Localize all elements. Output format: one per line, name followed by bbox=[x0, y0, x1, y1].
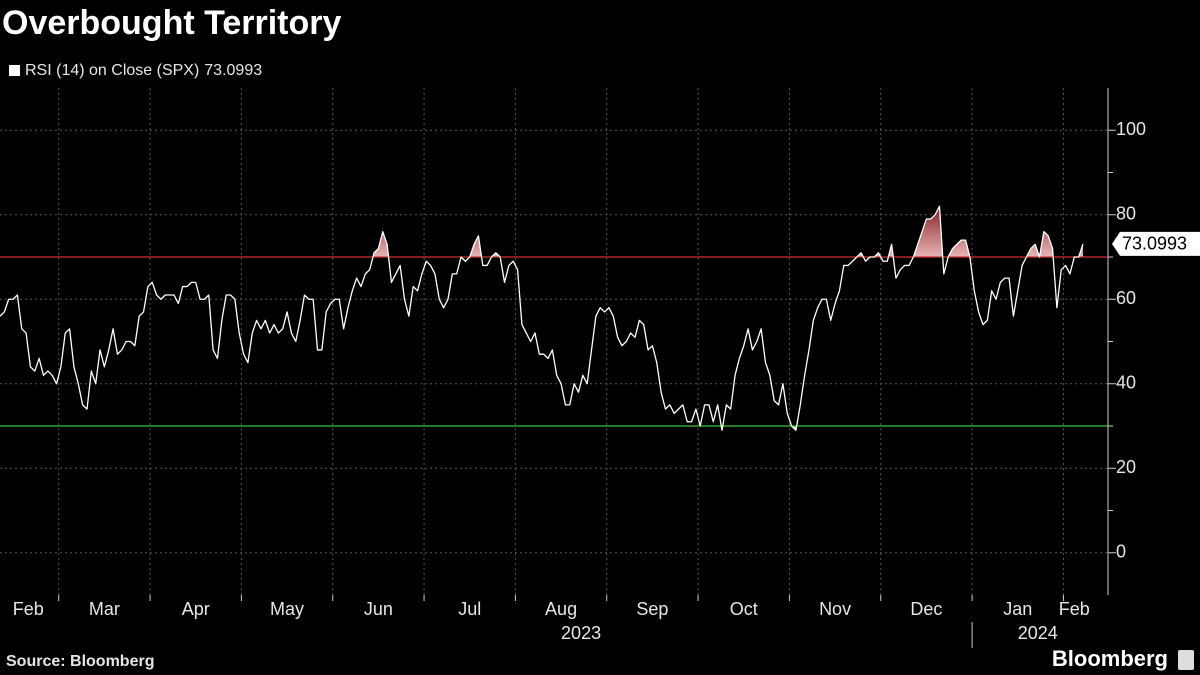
legend-value: 73.0993 bbox=[204, 62, 262, 79]
x-tick-label: Apr bbox=[182, 599, 210, 619]
legend-label: RSI (14) on Close (SPX) bbox=[25, 62, 199, 79]
y-tick-label: 40 bbox=[1116, 373, 1136, 393]
legend-swatch bbox=[9, 65, 20, 76]
x-tick-label: Aug bbox=[545, 599, 577, 619]
x-tick-label: Jul bbox=[458, 599, 481, 619]
x-tick-label: Mar bbox=[89, 599, 120, 619]
rsi-line bbox=[0, 205, 1084, 431]
x-tick-label: Oct bbox=[730, 599, 758, 619]
y-tick-label: 100 bbox=[1116, 119, 1146, 139]
x-tick-label: Feb bbox=[13, 599, 44, 619]
x-tick-label: Jan bbox=[1003, 599, 1032, 619]
x-tick-label: Feb bbox=[1059, 599, 1090, 619]
chart-title: Overbought Territory bbox=[2, 4, 341, 42]
x-tick-label: Sep bbox=[636, 599, 668, 619]
logo: Bloomberg bbox=[1052, 646, 1168, 671]
y-tick-label: 20 bbox=[1116, 457, 1136, 477]
year-label: 2024 bbox=[1018, 623, 1058, 643]
value-tag bbox=[1112, 231, 1200, 256]
x-tick-label: Jun bbox=[364, 599, 393, 619]
overbought-area bbox=[0, 206, 1083, 257]
year-label: 2023 bbox=[561, 623, 601, 643]
logo-icon bbox=[1178, 650, 1194, 670]
x-tick-label: Nov bbox=[819, 599, 851, 619]
source: Source: Bloomberg bbox=[6, 653, 154, 670]
y-tick-label: 60 bbox=[1116, 288, 1136, 308]
x-tick-label: May bbox=[270, 599, 304, 619]
x-tick-label: Dec bbox=[910, 599, 942, 619]
value-tag-label: 73.0993 bbox=[1122, 234, 1187, 254]
y-tick-label: 80 bbox=[1116, 204, 1136, 224]
y-tick-label: 0 bbox=[1116, 542, 1126, 562]
